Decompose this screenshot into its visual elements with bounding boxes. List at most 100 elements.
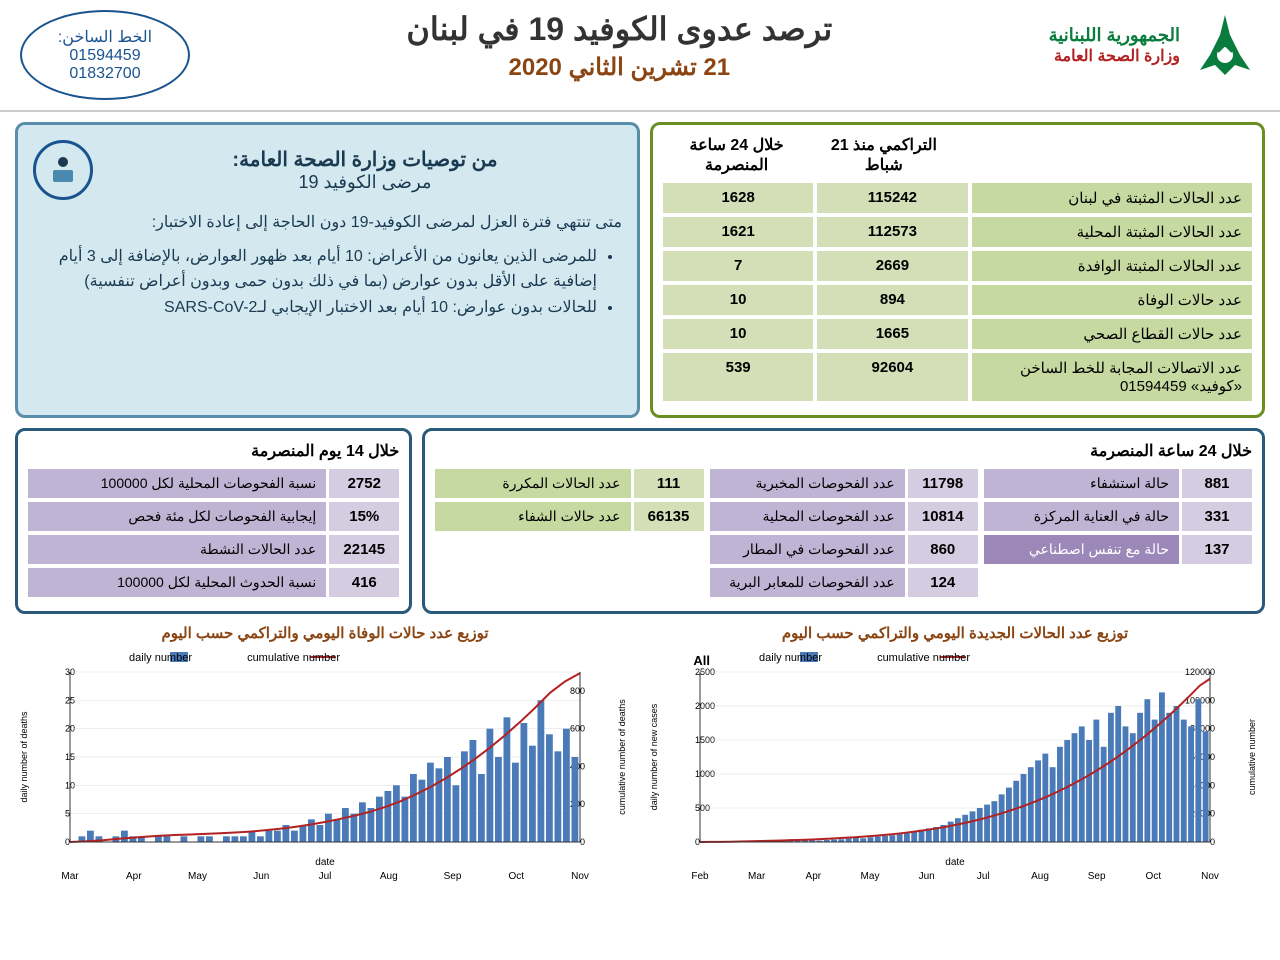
svg-text:cumulative number: cumulative number bbox=[1247, 719, 1257, 795]
svg-text:Jul: Jul bbox=[977, 871, 990, 882]
stat-pair: 66135عدد حالات الشفاء bbox=[435, 502, 703, 531]
svg-text:Sep: Sep bbox=[1088, 871, 1106, 882]
stat-pair: 331حالة في العناية المركزة bbox=[984, 502, 1252, 531]
svg-text:daily number: daily number bbox=[129, 652, 192, 664]
org-name-2: وزارة الصحة العامة bbox=[1049, 46, 1180, 66]
stat-num: 860 bbox=[908, 535, 978, 564]
stat-label: عدد الاتصالات المجابة للخط الساخن «كوفيد… bbox=[972, 353, 1253, 401]
stat-text: عدد حالات الشفاء bbox=[435, 502, 630, 531]
stat-num: 111 bbox=[634, 469, 704, 498]
stat-pair: 111عدد الحالات المكررة bbox=[435, 469, 703, 498]
stat-cumulative: 112573 bbox=[817, 217, 967, 247]
reco-bullet-2: للحالات بدون عوارض: 10 أيام بعد الاختبار… bbox=[33, 295, 597, 321]
stat-24h: 10 bbox=[663, 285, 813, 315]
stat-text: عدد الفحوصات المحلية bbox=[710, 502, 905, 531]
page-title: ترصد عدوى الكوفيد 19 في لبنان bbox=[190, 10, 1049, 48]
stat-24h: 1628 bbox=[663, 183, 813, 213]
stat-num: 15% bbox=[329, 502, 399, 531]
svg-text:0: 0 bbox=[1210, 837, 1215, 847]
deaths-chart: توزيع عدد حالات الوفاة اليومي والتراكمي … bbox=[15, 624, 635, 892]
svg-text:Mar: Mar bbox=[748, 871, 766, 882]
svg-text:0: 0 bbox=[695, 837, 700, 847]
stat-num: 66135 bbox=[634, 502, 704, 531]
svg-text:date: date bbox=[945, 857, 965, 868]
hotline-number-1: 01594459 bbox=[42, 47, 168, 65]
stat-pair: 2752نسبة الفحوصات المحلية لكل 100000 bbox=[28, 469, 399, 498]
stat-num: 11798 bbox=[908, 469, 978, 498]
stat-num: 124 bbox=[908, 568, 978, 597]
stat-num: 881 bbox=[1182, 469, 1252, 498]
stat-label: عدد حالات الوفاة bbox=[972, 285, 1253, 315]
hotline-box: الخط الساخن: 01594459 01832700 bbox=[20, 10, 190, 100]
stat-label: عدد الحالات المثبتة المحلية bbox=[972, 217, 1253, 247]
report-date: 21 تشرين الثاني 2020 bbox=[190, 53, 1049, 82]
svg-text:800: 800 bbox=[570, 686, 585, 696]
stat-pair: 416نسبة الحدوث المحلية لكل 100000 bbox=[28, 568, 399, 597]
stat-text: نسبة الفحوصات المحلية لكل 100000 bbox=[28, 469, 326, 498]
stat-24h: 1621 bbox=[663, 217, 813, 247]
ministry-logo-icon bbox=[1190, 10, 1260, 80]
svg-text:0: 0 bbox=[65, 837, 70, 847]
stat-pair: 881حالة استشفاء bbox=[984, 469, 1252, 498]
cases-chart: توزيع عدد الحالات الجديدة اليومي والتراك… bbox=[645, 624, 1265, 892]
svg-text:Apr: Apr bbox=[126, 871, 142, 882]
svg-text:date: date bbox=[315, 857, 335, 868]
col-header-24h: خلال 24 ساعة المنصرمة bbox=[663, 135, 810, 175]
stat-text: حالة استشفاء bbox=[984, 469, 1179, 498]
svg-text:daily number of deaths: daily number of deaths bbox=[19, 711, 29, 803]
stat-24h: 7 bbox=[663, 251, 813, 281]
svg-text:Feb: Feb bbox=[691, 871, 709, 882]
logo-block: الجمهورية اللبنانية وزارة الصحة العامة bbox=[1049, 10, 1260, 80]
svg-text:May: May bbox=[188, 871, 207, 882]
recommendations-panel: من توصيات وزارة الصحة العامة: مرضى الكوف… bbox=[15, 122, 640, 418]
stat-num: 137 bbox=[1182, 535, 1252, 564]
stat-pair: 15%إيجابية الفحوصات لكل مئة فحص bbox=[28, 502, 399, 531]
stat-24h: 539 bbox=[663, 353, 813, 401]
stat-cumulative: 894 bbox=[817, 285, 967, 315]
stats-row: عدد الحالات المثبتة في لبنان1152421628 bbox=[663, 183, 1252, 213]
stat-text: عدد الفحوصات في المطار bbox=[710, 535, 905, 564]
stat-pair: 860عدد الفحوصات في المطار bbox=[710, 535, 978, 564]
svg-text:Jun: Jun bbox=[253, 871, 269, 882]
svg-text:5: 5 bbox=[65, 809, 70, 819]
svg-text:cumulative number: cumulative number bbox=[877, 652, 970, 664]
stat-text: حالة مع تنفس اصطناعي bbox=[984, 535, 1179, 564]
stat-num: 22145 bbox=[329, 535, 399, 564]
stats-row: عدد حالات القطاع الصحي166510 bbox=[663, 319, 1252, 349]
svg-text:daily number: daily number bbox=[759, 652, 822, 664]
svg-text:Mar: Mar bbox=[61, 871, 79, 882]
reco-bullet-1: للمرضى الذين يعانون من الأعراض: 10 أيام … bbox=[33, 244, 597, 295]
stat-num: 2752 bbox=[329, 469, 399, 498]
header: الجمهورية اللبنانية وزارة الصحة العامة ت… bbox=[0, 0, 1280, 112]
stats-row: عدد الحالات المثبتة المحلية1125731621 bbox=[663, 217, 1252, 247]
reco-subtitle: مرضى الكوفيد 19 bbox=[108, 172, 622, 193]
mid-14d-title: خلال 14 يوم المنصرمة bbox=[28, 441, 399, 461]
stat-text: عدد الفحوصات للمعابر البرية bbox=[710, 568, 905, 597]
stat-pair: 124عدد الفحوصات للمعابر البرية bbox=[710, 568, 978, 597]
svg-text:May: May bbox=[861, 871, 880, 882]
stat-num: 331 bbox=[1182, 502, 1252, 531]
svg-text:Oct: Oct bbox=[508, 871, 524, 882]
stat-num: 416 bbox=[329, 568, 399, 597]
svg-text:Jul: Jul bbox=[319, 871, 332, 882]
stat-text: حالة في العناية المركزة bbox=[984, 502, 1179, 531]
org-name-1: الجمهورية اللبنانية bbox=[1049, 25, 1180, 46]
mid-24h-panel: خلال 24 ساعة المنصرمة 881حالة استشفاء331… bbox=[422, 428, 1265, 614]
deaths-chart-title: توزيع عدد حالات الوفاة اليومي والتراكمي … bbox=[15, 624, 635, 642]
stat-cumulative: 1665 bbox=[817, 319, 967, 349]
svg-text:Sep: Sep bbox=[444, 871, 462, 882]
stat-24h: 10 bbox=[663, 319, 813, 349]
stat-pair: 10814عدد الفحوصات المحلية bbox=[710, 502, 978, 531]
stats-row: عدد الحالات المثبتة الوافدة26697 bbox=[663, 251, 1252, 281]
stat-cumulative: 92604 bbox=[817, 353, 967, 401]
mid-24h-title: خلال 24 ساعة المنصرمة bbox=[435, 441, 1252, 461]
stat-pair: 137حالة مع تنفس اصطناعي bbox=[984, 535, 1252, 564]
main-stats-panel: التراكمي منذ 21 شباط خلال 24 ساعة المنصر… bbox=[650, 122, 1265, 418]
stat-label: عدد حالات القطاع الصحي bbox=[972, 319, 1253, 349]
cases-chart-title: توزيع عدد الحالات الجديدة اليومي والتراك… bbox=[645, 624, 1265, 642]
stat-label: عدد الحالات المثبتة في لبنان bbox=[972, 183, 1253, 213]
svg-text:Oct: Oct bbox=[1146, 871, 1162, 882]
stats-row: عدد الاتصالات المجابة للخط الساخن «كوفيد… bbox=[663, 353, 1252, 401]
stat-cumulative: 115242 bbox=[817, 183, 967, 213]
mid-14d-panel: خلال 14 يوم المنصرمة 2752نسبة الفحوصات ا… bbox=[15, 428, 412, 614]
